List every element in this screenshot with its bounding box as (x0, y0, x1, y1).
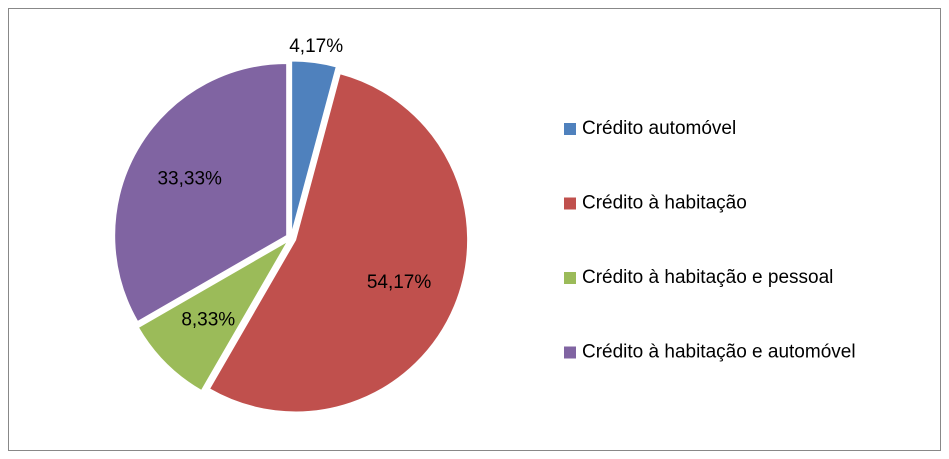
data-label: 4,17% (289, 36, 343, 57)
pie-slice (114, 62, 288, 323)
legend-label: Crédito automóvel (582, 118, 736, 139)
pie-slice (291, 60, 337, 234)
data-label: 54,17% (367, 272, 432, 293)
legend-swatch (564, 123, 576, 135)
legend-swatch (564, 197, 576, 210)
pie-slice (208, 73, 469, 413)
legend-swatch (564, 346, 576, 359)
data-label: 33,33% (157, 169, 222, 190)
legend-swatch (564, 272, 576, 284)
legend-label: Crédito à habitação e automóvel (582, 342, 856, 363)
data-label: 8,33% (181, 310, 235, 331)
pie-slice (137, 240, 289, 392)
legend-label: Crédito à habitação e pessoal (582, 267, 833, 288)
legend-label: Crédito à habitação (582, 193, 747, 214)
